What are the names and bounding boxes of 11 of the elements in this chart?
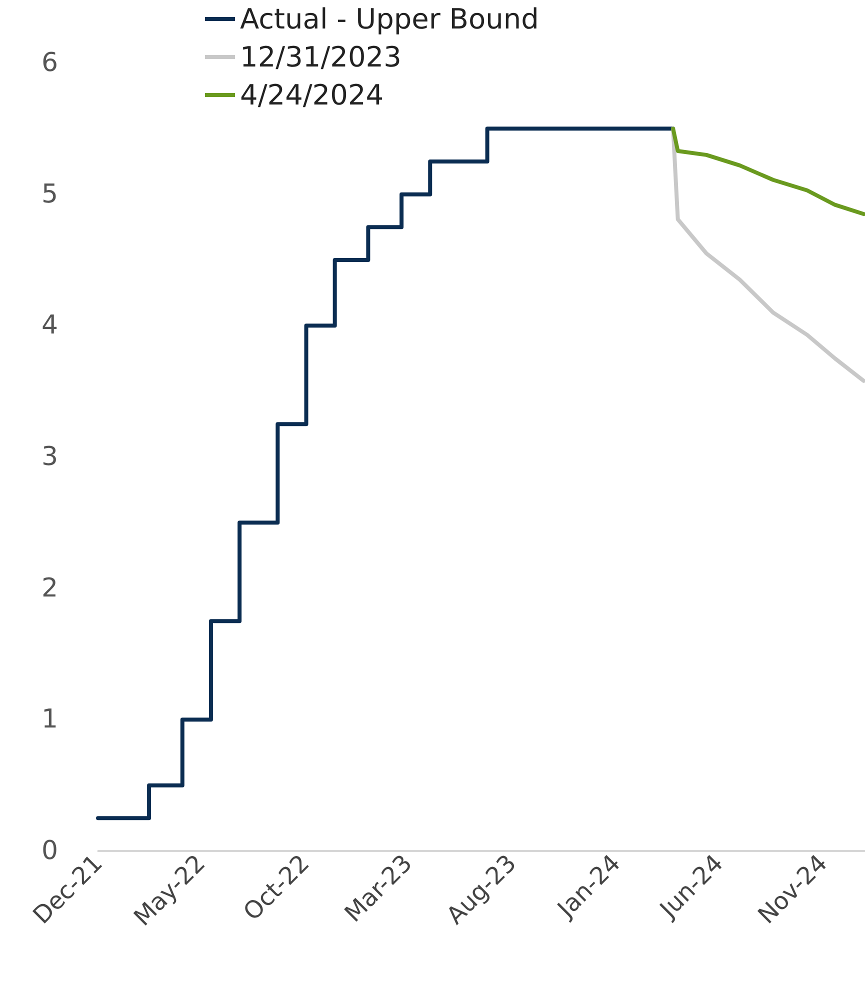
y-tick-label: 3	[41, 442, 58, 472]
y-tick-label: 1	[41, 704, 58, 735]
legend-label: Actual - Upper Bound	[240, 2, 539, 36]
y-tick-label: 6	[41, 48, 58, 78]
y-tick-label: 5	[41, 179, 58, 210]
legend-label: 4/24/2024	[240, 78, 384, 112]
line-series	[671, 126, 865, 383]
y-tick-label: 4	[41, 310, 58, 341]
line-series	[671, 126, 865, 216]
legend-label: 12/31/2023	[240, 40, 402, 74]
y-tick-label: 2	[41, 573, 58, 604]
